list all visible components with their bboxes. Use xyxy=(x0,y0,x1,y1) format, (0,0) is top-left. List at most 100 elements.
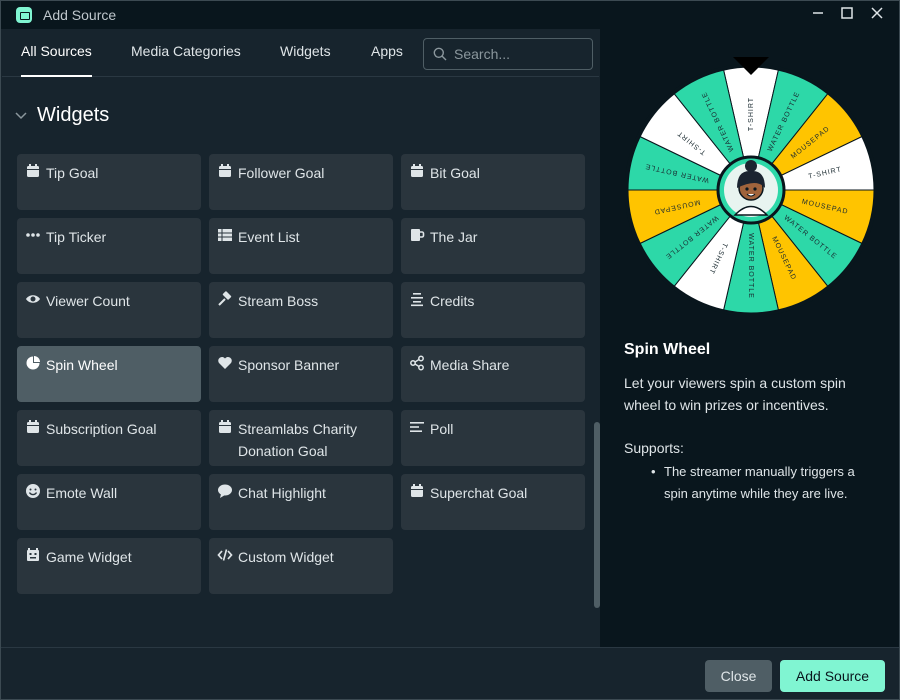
widget-tip-goal[interactable]: Tip Goal xyxy=(17,154,201,210)
widget-chat-highlight[interactable]: Chat Highlight xyxy=(209,474,393,530)
widget-label: Tip Goal xyxy=(46,165,99,181)
pie-icon xyxy=(26,356,40,370)
widget-event-list[interactable]: Event List xyxy=(209,218,393,274)
preview-description: Let your viewers spin a custom spin whee… xyxy=(624,375,846,413)
widget-follower-goal[interactable]: Follower Goal xyxy=(209,154,393,210)
calendar-icon xyxy=(219,420,231,433)
widget-spin-wheel[interactable]: Spin Wheel xyxy=(17,346,201,402)
ellipsis-icon xyxy=(26,233,40,237)
section-title: Widgets xyxy=(37,103,110,126)
widget-label: Spin Wheel xyxy=(46,357,118,373)
widget-the-jar[interactable]: The Jar xyxy=(401,218,585,274)
calendar-icon xyxy=(219,164,231,177)
code-icon xyxy=(217,549,233,561)
widget-label: The Jar xyxy=(430,229,478,245)
widget-sponsor-banner[interactable]: Sponsor Banner xyxy=(209,346,393,402)
widget-bit-goal[interactable]: Bit Goal xyxy=(401,154,585,210)
supports-title: Supports: xyxy=(624,440,684,456)
avatar-hair-bun xyxy=(745,160,757,172)
avatar-shirt xyxy=(733,205,769,216)
widget-streamlabs-charity-donation-goal[interactable]: Streamlabs Charity Donation Goal xyxy=(209,410,393,466)
scrollbar[interactable] xyxy=(594,422,600,608)
widget-label: Credits xyxy=(430,293,475,309)
search-icon xyxy=(433,47,447,61)
tab-apps[interactable]: Apps xyxy=(371,43,403,59)
spin-wheel-preview: T-SHIRT WATER BOTTLEMOUSEPADT-SHIRTMOUSEP… xyxy=(625,57,877,315)
calendar-icon xyxy=(27,420,39,433)
widget-label: Streamlabs Charity Donation Goal xyxy=(238,421,358,459)
heart-icon xyxy=(218,357,232,369)
credits-icon xyxy=(411,293,423,307)
widget-label: Emote Wall xyxy=(46,485,118,501)
source-tabs: All Sources Media Categories Widgets App… xyxy=(2,29,599,77)
preview-title: Spin Wheel xyxy=(624,341,711,358)
widget-label: Media Share xyxy=(430,357,510,373)
widget-subscription-goal[interactable]: Subscription Goal xyxy=(17,410,201,466)
add-source-button[interactable]: Add Source xyxy=(780,660,885,692)
minimize-icon[interactable] xyxy=(806,3,830,27)
widget-media-share[interactable]: Media Share xyxy=(401,346,585,402)
preview-panel: T-SHIRT WATER BOTTLE MOUSEPAD T-SHIRT MOUSEP… xyxy=(600,29,899,647)
widget-credits[interactable]: Credits xyxy=(401,282,585,338)
widget-tip-ticker[interactable]: Tip Ticker xyxy=(17,218,201,274)
search-box[interactable] xyxy=(423,38,593,70)
chat-bubble-icon xyxy=(218,484,232,498)
jar-icon xyxy=(411,229,425,241)
widget-label: Event List xyxy=(238,229,300,245)
sources-panel: All Sources Media Categories Widgets App… xyxy=(2,29,600,647)
calendar-icon xyxy=(411,164,423,177)
avatar-smile xyxy=(746,193,756,197)
avatar-hair xyxy=(737,170,765,188)
eye-icon xyxy=(26,295,40,303)
widget-label: Game Widget xyxy=(46,549,132,565)
widget-poll[interactable]: Poll xyxy=(401,410,585,466)
widget-label: Bit Goal xyxy=(430,165,480,181)
wheel-segment-label: WATER BOTTLE xyxy=(747,233,754,299)
wheel-pointer xyxy=(733,57,769,75)
search-input[interactable] xyxy=(454,39,589,69)
widget-label: Subscription Goal xyxy=(46,421,157,437)
hammer-icon xyxy=(218,291,232,306)
widget-label: Stream Boss xyxy=(238,293,319,309)
calendar-icon xyxy=(411,484,423,497)
calendar-icon xyxy=(27,164,39,177)
tab-media-categories[interactable]: Media Categories xyxy=(131,43,241,59)
close-button[interactable]: Close xyxy=(705,660,772,692)
supports-list: The streamer manually triggers a spin an… xyxy=(651,461,879,505)
avatar-eye xyxy=(753,187,757,191)
tab-all-sources[interactable]: All Sources xyxy=(21,43,92,77)
list-table-icon xyxy=(218,229,232,241)
streamlabs-logo-icon xyxy=(16,7,32,23)
share-icon xyxy=(410,355,424,371)
poll-icon xyxy=(410,422,424,432)
titlebar: Add Source xyxy=(1,1,899,29)
widget-stream-boss[interactable]: Stream Boss xyxy=(209,282,393,338)
widget-label: Viewer Count xyxy=(46,293,130,309)
wheel-segment xyxy=(673,69,752,191)
widget-label: Custom Widget xyxy=(238,549,334,565)
game-icon xyxy=(27,548,39,561)
chevron-down-icon xyxy=(15,112,27,120)
close-window-icon[interactable] xyxy=(865,3,889,27)
widget-label: Tip Ticker xyxy=(46,229,107,245)
widget-label: Follower Goal xyxy=(238,165,325,181)
widget-label: Poll xyxy=(430,421,454,437)
widget-viewer-count[interactable]: Viewer Count xyxy=(17,282,201,338)
widget-superchat-goal[interactable]: Superchat Goal xyxy=(401,474,585,530)
widget-custom-widget[interactable]: Custom Widget xyxy=(209,538,393,594)
widget-label: Superchat Goal xyxy=(430,485,528,501)
widget-label: Sponsor Banner xyxy=(238,357,340,373)
supports-item: The streamer manually triggers a spin an… xyxy=(651,461,879,505)
widgets-section-header[interactable]: Widgets xyxy=(14,101,109,129)
widget-emote-wall[interactable]: Emote Wall xyxy=(17,474,201,530)
maximize-icon[interactable] xyxy=(835,3,859,27)
wheel-segment-label: T-SHIRT xyxy=(748,97,755,131)
tab-widgets[interactable]: Widgets xyxy=(280,43,331,59)
avatar-eye xyxy=(745,187,749,191)
widget-label: Chat Highlight xyxy=(238,485,326,501)
footer: Close Add Source xyxy=(1,647,899,699)
window-title: Add Source xyxy=(43,7,117,23)
smiley-icon xyxy=(26,484,40,498)
widget-game-widget[interactable]: Game Widget xyxy=(17,538,201,594)
